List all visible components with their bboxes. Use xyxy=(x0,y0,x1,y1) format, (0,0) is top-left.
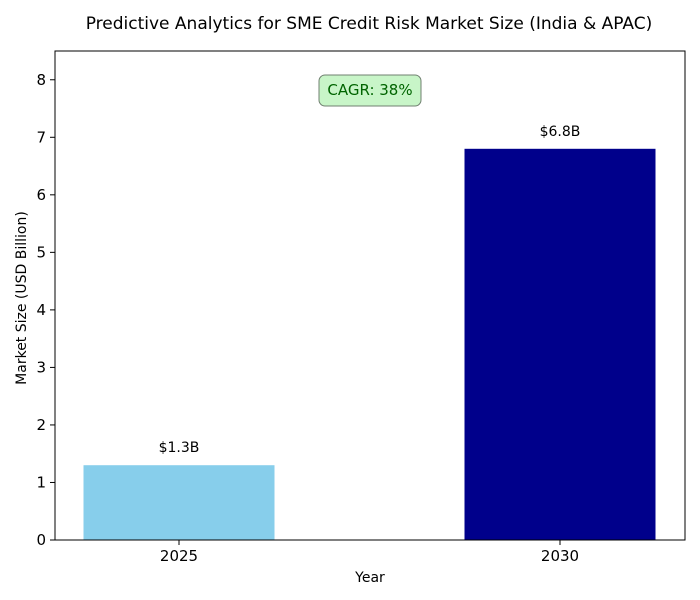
x-axis: 2025 2030 xyxy=(160,540,579,565)
y-tick-label-5: 5 xyxy=(36,243,46,261)
y-axis-label: Market Size (USD Billion) xyxy=(14,211,30,385)
x-tick-label-2025: 2025 xyxy=(160,547,198,565)
plot-frame xyxy=(54,50,686,541)
data-label-2030: $6.8B xyxy=(540,124,581,140)
bar-2030 xyxy=(464,148,656,541)
y-axis: 0 1 2 3 4 5 6 7 8 xyxy=(36,71,55,549)
data-labels-group: $1.3B $6.8B xyxy=(159,124,581,456)
y-tick-label-1: 1 xyxy=(36,473,46,491)
data-label-2025: $1.3B xyxy=(159,440,200,456)
bar-2025 xyxy=(83,465,275,540)
y-tick-label-7: 7 xyxy=(36,128,46,146)
y-tick-label-4: 4 xyxy=(36,301,46,319)
cagr-annotation: CAGR: 38% xyxy=(318,74,422,107)
y-tick-label-2: 2 xyxy=(36,416,46,434)
y-tick-label-8: 8 xyxy=(36,71,46,89)
x-axis-label: Year xyxy=(354,570,385,586)
x-tick-label-2030: 2030 xyxy=(541,547,579,565)
cagr-box xyxy=(318,74,422,107)
chart-title: Predictive Analytics for SME Credit Risk… xyxy=(86,14,653,34)
cagr-label: CAGR: 38% xyxy=(327,81,412,99)
y-tick-label-6: 6 xyxy=(36,186,46,204)
y-tick-label-3: 3 xyxy=(36,358,46,376)
y-tick-label-0: 0 xyxy=(36,531,46,549)
bars-group xyxy=(83,148,656,541)
